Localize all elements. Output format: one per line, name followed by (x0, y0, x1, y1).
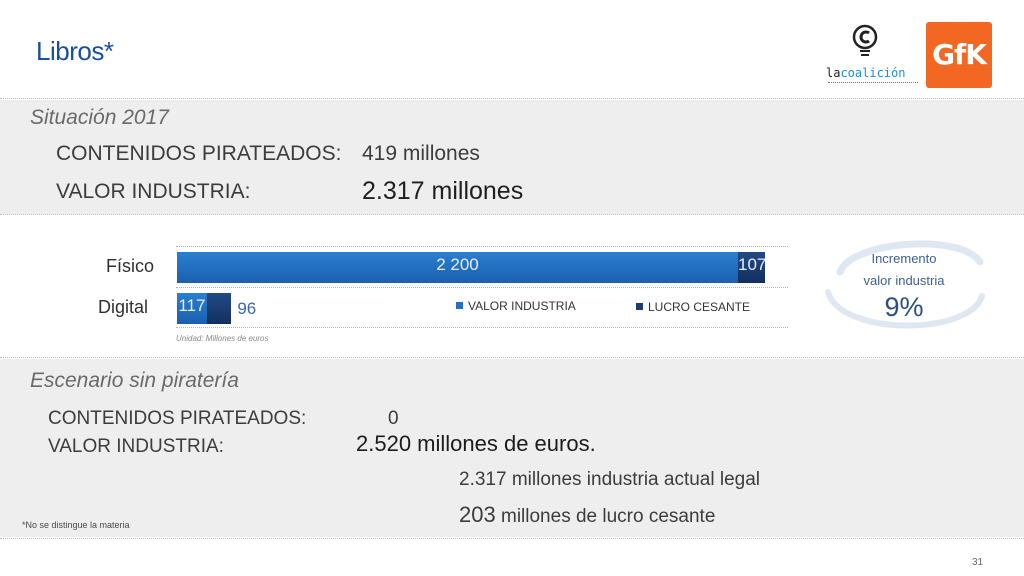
lacoalicion-logo: lacoalición (826, 20, 918, 90)
divider (0, 357, 1024, 358)
situacion-valor-label: VALOR INDUSTRIA: (56, 180, 251, 203)
data-label-fisico-lucro: 107 (738, 255, 767, 274)
situacion-contenidos-label: CONTENIDOS PIRATEADOS: (56, 142, 342, 165)
chart-gridline (176, 327, 788, 328)
badge-line2: valor industria (863, 273, 945, 288)
bar-fisico-valor-industria (177, 252, 738, 283)
escenario-heading: Escenario sin piratería (30, 369, 239, 392)
data-label-digital-valor: 117 (178, 296, 206, 315)
category-label-fisico: Físico (106, 256, 155, 276)
legend-label: VALOR INDUSTRIA (468, 299, 576, 313)
legend-swatch (636, 303, 643, 310)
legend-item-valor-industria: VALOR INDUSTRIA (456, 299, 576, 313)
category-label-digital: Digital (98, 297, 149, 317)
escenario-detail-legal: 2.317 millones industria actual legal (459, 469, 761, 490)
data-label-fisico-valor: 2 200 (436, 255, 479, 274)
bar-digital-lucro-cesante (206, 293, 232, 324)
data-label-digital-lucro: 96 (237, 299, 257, 318)
escenario-band (0, 359, 1024, 537)
situacion-valor-value: 2.317 millones (362, 177, 524, 205)
escenario-detail-lucro: 203 millones de lucro cesante (459, 502, 715, 528)
lucro-text: millones de lucro cesante (495, 506, 716, 527)
bar-digital-valor-industria (177, 293, 207, 324)
legend-item-lucro-cesante: LUCRO CESANTE (636, 300, 750, 314)
footnote: *No se distingue la materia (22, 520, 130, 530)
escenario-contenidos-label: CONTENIDOS PIRATEADOS: (48, 408, 307, 429)
increment-badge: Incremento valor industria 9% (820, 232, 988, 340)
badge-swoosh (825, 240, 985, 329)
situacion-contenidos-value: 419 millones (362, 142, 480, 165)
chart-unit-note: Unidad: Millones de euros (176, 334, 269, 343)
gfk-logo: GfK (926, 22, 992, 88)
escenario-valor-label: VALOR INDUSTRIA: (48, 436, 224, 457)
escenario-valor-value: 2.520 millones de euros. (356, 431, 596, 456)
divider (0, 98, 1024, 99)
chart-gridline (176, 287, 788, 288)
page-title: Libros* (36, 36, 114, 66)
situacion-band (0, 100, 1024, 214)
badge-value: 9% (884, 292, 924, 322)
bar-fisico-lucro-cesante (738, 252, 766, 283)
legend-swatch (456, 302, 463, 309)
lacoalicion-tagline (828, 82, 918, 87)
chart-gridline (176, 246, 788, 247)
badge-line1: Incremento (871, 251, 937, 266)
escenario-contenidos-value: 0 (388, 408, 399, 429)
legend-label: LUCRO CESANTE (648, 300, 751, 314)
lightbulb-icon (852, 24, 878, 56)
lucro-number: 203 (459, 502, 496, 527)
page-number: 31 (972, 557, 984, 568)
divider (0, 538, 1024, 539)
situacion-heading: Situación 2017 (30, 106, 169, 129)
divider (0, 214, 1024, 215)
lacoalicion-wordmark: lacoalición (826, 66, 906, 80)
